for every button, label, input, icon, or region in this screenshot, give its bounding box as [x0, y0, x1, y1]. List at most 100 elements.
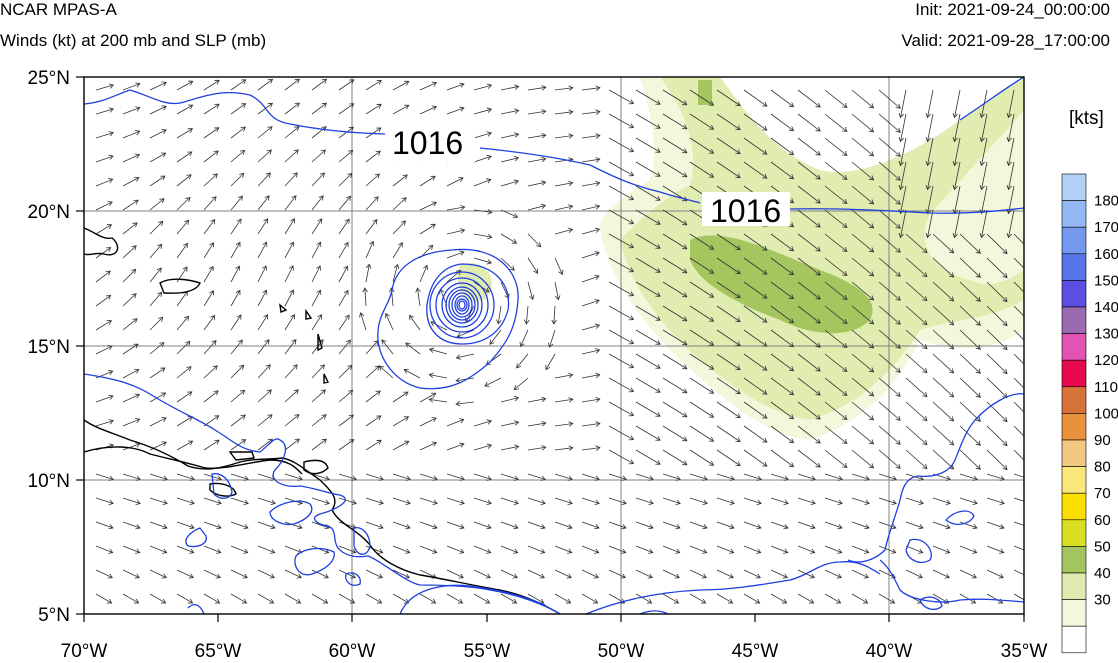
wind-arrow-head [655, 363, 661, 369]
wind-arrow [959, 545, 977, 554]
wind-arrow-head [729, 524, 735, 530]
wind-arrow [878, 209, 901, 229]
wind-arrow-head [762, 101, 768, 107]
wind-arrow [284, 241, 294, 259]
wind-arrow-head [815, 342, 821, 348]
wind-arrow [473, 233, 492, 238]
wind-arrow [878, 89, 901, 109]
wind-arrow-head [945, 475, 951, 481]
wind-arrow-head [594, 274, 600, 280]
wind-arrow [608, 353, 634, 369]
wind-arrow-head [566, 573, 572, 579]
wind-arrow [959, 473, 978, 480]
wind-arrow [635, 89, 661, 105]
wind-arrow-head [404, 80, 410, 86]
wind-arrow-head [948, 368, 955, 374]
wind-arrow-head [291, 195, 297, 201]
wind-arrow [311, 438, 327, 451]
wind-arrow-head [595, 157, 601, 163]
wind-arrow [176, 569, 194, 579]
wind-arrow [176, 197, 191, 211]
wind-arrow [851, 425, 874, 445]
wind-arrow-head [384, 312, 390, 319]
wind-arrow [927, 113, 934, 142]
wind-arrow [878, 113, 901, 133]
init-time: Init: 2021-09-24_00:00:00 [915, 0, 1110, 19]
wind-arrow-head [237, 195, 243, 201]
wind-arrow [662, 113, 688, 130]
wind-arrow-head [431, 201, 438, 207]
wind-arrow [203, 439, 220, 451]
wind-arrow-head [243, 524, 249, 530]
wind-arrow [608, 305, 634, 321]
wind-arrow [527, 422, 546, 427]
wind-arrow [932, 449, 954, 470]
wind-arrow-head [809, 573, 815, 579]
wind-arrow-head [459, 548, 465, 554]
wind-arrow-head [211, 340, 217, 346]
wind-arrow-head [735, 125, 741, 131]
wind-arrow-head [459, 228, 466, 234]
wind-arrow-head [212, 365, 218, 371]
wind-arrow-head [971, 573, 977, 579]
wind-arrow-head [948, 248, 955, 254]
wind-arrow-head [975, 440, 981, 446]
wind-arrow [716, 545, 734, 554]
wind-arrow-head [815, 198, 821, 204]
colorbar-label: 100 [1094, 405, 1118, 422]
wind-arrow [176, 497, 195, 504]
wind-arrow-head [762, 293, 768, 299]
wind-arrow-head [842, 150, 848, 156]
wind-arrow [257, 545, 275, 554]
wind-arrow [662, 377, 688, 394]
wind-arrow-head [267, 102, 274, 108]
wind-arrow-head [401, 197, 407, 203]
wind-arrow-head [729, 475, 735, 481]
wind-arrow [500, 397, 519, 403]
wind-arrow-head [558, 269, 564, 276]
wind-arrow [1008, 137, 1015, 166]
wind-arrow [878, 137, 901, 157]
wind-arrow-head [378, 548, 384, 554]
wind-arrow-head [925, 136, 931, 143]
wind-arrow-head [1029, 345, 1034, 350]
wind-arrow [311, 414, 327, 427]
wind-arrow [365, 80, 382, 91]
wind-arrow [635, 401, 661, 417]
wind-arrow-head [513, 179, 520, 185]
wind-arrow-head [351, 499, 357, 505]
wind-arrow-head [378, 499, 384, 505]
wind-arrow-head [541, 156, 547, 163]
wind-arrow-head [290, 218, 296, 224]
wind-arrow-head [211, 196, 217, 202]
colorbar-swatch [1061, 200, 1087, 228]
wind-arrow [770, 137, 794, 155]
wind-arrow [905, 521, 924, 529]
wind-arrow [500, 209, 518, 218]
wind-arrow [662, 449, 688, 466]
wind-arrow-head [266, 149, 272, 155]
wind-arrow-head [646, 598, 653, 604]
wind-arrow-head [398, 241, 403, 248]
wind-arrow-head [815, 318, 821, 324]
wind-arrow-head [431, 81, 438, 87]
wind-arrow-head [810, 548, 816, 554]
wind-arrow-head [898, 184, 904, 191]
wind-arrow [581, 521, 600, 529]
wind-arrow-head [675, 548, 681, 554]
wind-arrow-head [1006, 136, 1012, 143]
wind-arrow-head [682, 340, 688, 346]
wind-arrow-head [1002, 392, 1008, 399]
wind-arrow-head [511, 238, 518, 244]
wind-arrow [338, 497, 357, 504]
wind-arrow-head [159, 342, 165, 348]
wind-arrow-head [975, 416, 981, 422]
wind-arrow [338, 103, 354, 115]
wind-arrow [878, 401, 901, 421]
wind-speed-shading [457, 77, 1024, 440]
wind-arrow [689, 449, 714, 466]
wind-arrow-head [236, 314, 242, 320]
wind-arrow [554, 205, 573, 211]
colorbar-swatch [1061, 333, 1087, 361]
